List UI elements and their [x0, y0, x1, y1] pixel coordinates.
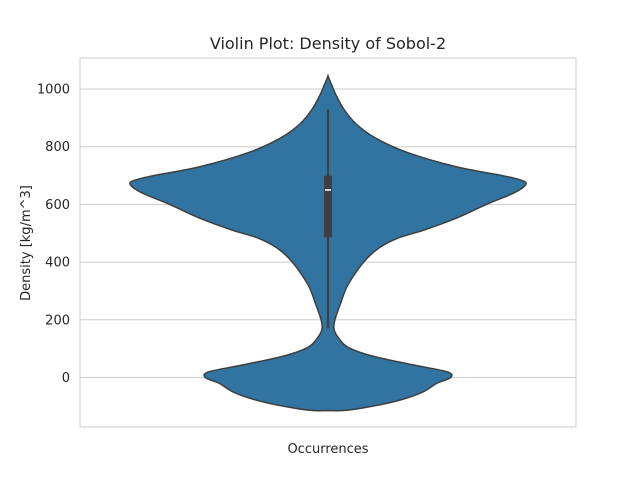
box-plot: [324, 109, 332, 329]
y-tick-label-200: 200: [45, 313, 70, 328]
plot-frame: [79, 57, 577, 428]
y-tick-label-800: 800: [45, 140, 70, 155]
y-tick-label-0: 0: [62, 371, 70, 386]
y-axis-label: Density [kg/m^3]: [19, 185, 34, 301]
chart-title: Violin Plot: Density of Sobol-2: [210, 34, 446, 53]
y-tick-label-1000: 1000: [37, 83, 70, 98]
y-tick-label-400: 400: [45, 256, 70, 271]
y-tick-label-600: 600: [45, 198, 70, 213]
y-tick-labels: 0 200 400 600 800 1000: [37, 83, 70, 387]
x-axis-label: Occurrences: [287, 442, 368, 457]
iqr-box: [324, 175, 332, 238]
